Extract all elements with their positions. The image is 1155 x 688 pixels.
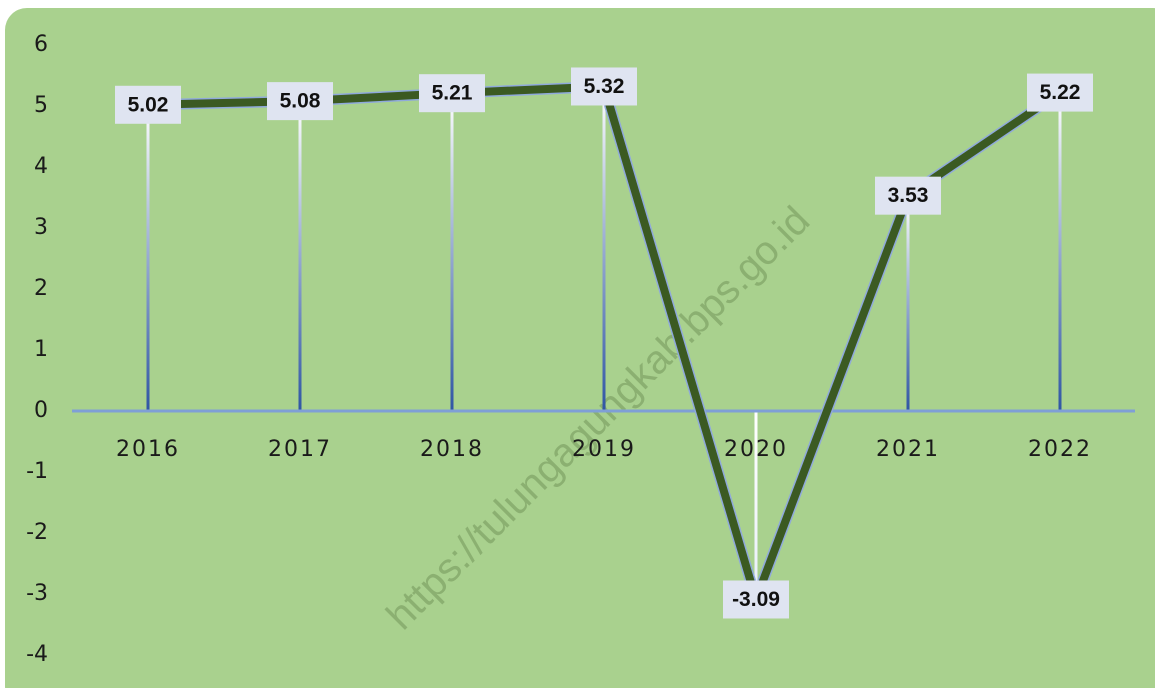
x-tick-label: 2020: [724, 437, 788, 462]
y-tick-label: 1: [34, 337, 48, 362]
y-tick-label: 3: [34, 215, 48, 240]
data-label: 5.21: [419, 74, 485, 113]
y-tick-label: -2: [26, 520, 48, 545]
data-label-text: 3.53: [888, 184, 929, 207]
data-label-box: [419, 74, 485, 113]
y-tick-label: -3: [26, 581, 48, 606]
x-tick-label: 2018: [420, 437, 484, 462]
x-tick-label: 2022: [1028, 437, 1092, 462]
data-label: 3.53: [875, 176, 941, 215]
x-tick-label: 2017: [268, 437, 332, 462]
drop-line: [146, 104, 150, 411]
data-label: 5.32: [571, 67, 637, 106]
data-label-box: [115, 85, 181, 124]
y-tick-label: 5: [34, 93, 48, 118]
data-label: 5.22: [1027, 73, 1093, 112]
drop-line: [1058, 92, 1062, 411]
data-label-text: 5.21: [432, 82, 473, 105]
drop-line: [754, 411, 758, 600]
data-label-box: [723, 580, 789, 619]
data-label: 5.02: [115, 85, 181, 124]
drop-line: [906, 195, 910, 411]
chart-background: [5, 8, 1155, 688]
data-label: -3.09: [723, 580, 789, 619]
data-label-box: [267, 82, 333, 121]
y-tick-label: 4: [34, 154, 48, 179]
data-label-text: 5.32: [584, 75, 625, 98]
y-tick-label: -4: [26, 642, 48, 667]
data-label-box: [1027, 73, 1093, 112]
data-label-box: [875, 176, 941, 215]
data-label-text: -3.09: [732, 588, 780, 611]
data-label-box: [571, 67, 637, 106]
drop-line: [450, 93, 454, 411]
x-tick-label: 2016: [116, 437, 180, 462]
data-label: 5.08: [267, 82, 333, 121]
y-tick-label: 0: [34, 398, 48, 423]
x-tick-label: 2019: [572, 437, 636, 462]
drop-line: [298, 101, 302, 412]
data-label-text: 5.02: [128, 93, 169, 116]
drop-line: [602, 86, 606, 411]
data-label-text: 5.22: [1040, 81, 1081, 104]
y-tick-label: 6: [34, 32, 48, 57]
y-tick-label: -1: [26, 459, 48, 484]
data-label-text: 5.08: [280, 90, 321, 113]
x-tick-label: 2021: [876, 437, 940, 462]
y-tick-label: 2: [34, 276, 48, 301]
